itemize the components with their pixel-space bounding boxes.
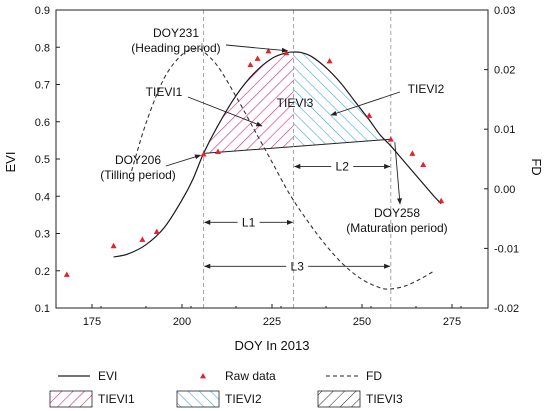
annot-doy231-line2: (Heading period): [131, 41, 220, 55]
legend-label-tievi3: TIEVI3: [366, 392, 403, 406]
annot-doy206-line1: DOY206: [115, 153, 161, 167]
raw-data-point: [254, 55, 261, 61]
arrow-tievi2: [330, 91, 401, 116]
raw-data-point: [409, 150, 416, 156]
series: [113, 48, 442, 290]
x-tick-label: 250: [353, 316, 371, 328]
x-tick-label: 200: [173, 316, 191, 328]
legend-swatch-tievi3: [317, 390, 361, 408]
raw-data-point: [387, 136, 394, 142]
raw-data-point: [420, 161, 427, 167]
interval-label-l3: L3: [291, 259, 305, 273]
y-left-tick-label: 0.6: [35, 117, 50, 129]
y-left-tick-label: 0.4: [35, 191, 50, 203]
annotations: DOY231(Heading period) DOY206(Tilling per…: [100, 26, 447, 273]
region-tievi2: [293, 52, 391, 147]
y-right-tick-label: 0.01: [494, 124, 515, 136]
legend-swatch-raw-data: [200, 373, 206, 379]
annot-tievi3: TIEVI3: [277, 96, 314, 110]
raw-data-point: [366, 112, 373, 118]
interval-label-l2: L2: [336, 159, 350, 173]
annot-doy258-line1: DOY258: [374, 206, 420, 220]
raw-data-point: [247, 61, 254, 68]
y-right-tick-label: -0.02: [494, 303, 519, 315]
raw-data-point: [110, 242, 117, 249]
y-left-tick-label: 0.5: [35, 154, 50, 166]
y-left-tick-label: 0.8: [35, 42, 50, 54]
annot-doy258-line2: (Maturation period): [346, 221, 447, 235]
legend-label-evi: EVI: [98, 369, 117, 383]
annot-doy231-line1: DOY231: [153, 26, 199, 40]
y-left-tick-label: 0.2: [35, 266, 50, 278]
x-tick-label: 275: [443, 316, 461, 328]
annot-tievi2: TIEVI2: [408, 82, 445, 96]
y-left-tick-label: 0.9: [35, 5, 50, 17]
annot-tievi1: TIEVI1: [146, 85, 183, 99]
y-right-tick-label: 0.02: [494, 65, 515, 77]
series-fd: [131, 48, 435, 290]
y-left-axis-label: EVI: [3, 152, 18, 173]
y-left-tick-label: 0.3: [35, 229, 50, 241]
x-axis-label: DOY In 2013: [235, 338, 310, 353]
legend-swatch-tievi1: [49, 390, 93, 408]
arrow-doy258: [394, 142, 403, 205]
legend-label-raw-data: Raw data: [225, 369, 276, 383]
raw-data-point: [200, 151, 207, 157]
arrow-tievi1: [187, 96, 263, 127]
arrow-doy206: [165, 154, 202, 167]
arrow-doy231: [225, 44, 289, 53]
legend-label-tievi2: TIEVI2: [225, 392, 262, 406]
axes: 175 200 225 250 275 0.1 0.2 0.3 0.4 0.5 0.6 0.7 0.8 0…: [3, 5, 544, 353]
annot-doy206-line2: (Tilling period): [100, 168, 176, 182]
x-tick-label: 175: [83, 316, 101, 328]
y-left-tick-label: 0.7: [35, 80, 50, 92]
series-evi: [113, 51, 442, 258]
interval-label-l1: L1: [242, 215, 256, 229]
y-left-tick-label: 0.1: [35, 303, 50, 315]
raw-data-point: [438, 197, 445, 204]
y-right-axis-label: FD: [529, 158, 544, 175]
y-right-tick-label: 0.00: [494, 184, 515, 196]
raw-data-point: [153, 228, 160, 235]
region-tievi1: [203, 52, 294, 154]
legend-swatch-tievi2: [176, 390, 220, 408]
x-tick-label: 225: [263, 316, 281, 328]
raw-data-point: [326, 58, 333, 64]
y-right-tick-label: 0.03: [494, 5, 515, 17]
legend-label-fd: FD: [366, 369, 382, 383]
raw-data-point: [215, 148, 221, 154]
tievi-regions: [203, 52, 391, 154]
legend: EVI Raw data FD TIEVI1 TIEVI2 TIEVI3: [49, 369, 403, 408]
y-right-tick-label: -0.01: [494, 243, 519, 255]
raw-data-point: [265, 47, 272, 54]
raw-data-point: [139, 236, 146, 242]
raw-data-point: [63, 271, 70, 277]
legend-label-tievi1: TIEVI1: [98, 392, 135, 406]
baseline: [203, 138, 391, 154]
period-lines: [203, 10, 392, 308]
